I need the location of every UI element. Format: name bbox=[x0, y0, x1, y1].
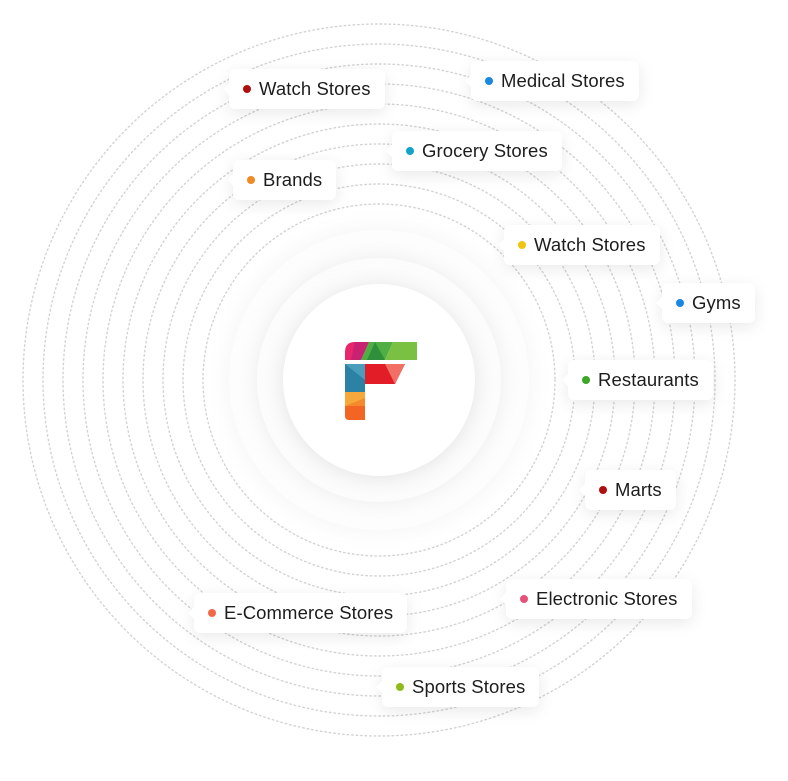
status-dot-icon bbox=[582, 376, 590, 384]
logo-piece bbox=[345, 406, 365, 420]
logo-piece bbox=[345, 398, 365, 406]
store-tag-label: Grocery Stores bbox=[422, 140, 548, 161]
store-tag: Medical Stores bbox=[465, 61, 639, 101]
status-dot-icon bbox=[518, 241, 526, 249]
store-tag: Restaurants bbox=[562, 360, 713, 400]
store-tag-label: E-Commerce Stores bbox=[224, 602, 394, 623]
store-tag-label: Brands bbox=[263, 169, 323, 190]
store-tag: E-Commerce Stores bbox=[187, 593, 408, 633]
brand-logo-icon bbox=[345, 342, 417, 420]
status-dot-icon bbox=[243, 85, 251, 93]
store-tag-label: Sports Stores bbox=[412, 676, 526, 697]
store-tag: Watch Stores bbox=[223, 69, 385, 109]
status-dot-icon bbox=[208, 609, 216, 617]
orbit-ring bbox=[22, 23, 736, 737]
store-tag: Gyms bbox=[656, 283, 755, 323]
store-tag-label: Watch Stores bbox=[259, 78, 371, 99]
logo-piece bbox=[345, 364, 365, 380]
logo-piece bbox=[385, 364, 405, 384]
status-dot-icon bbox=[247, 176, 255, 184]
store-tag: Grocery Stores bbox=[386, 131, 562, 171]
store-tag: Sports Stores bbox=[375, 667, 540, 707]
store-tag-label: Gyms bbox=[692, 292, 741, 313]
store-tag: Electronic Stores bbox=[500, 579, 692, 619]
store-tag-label: Watch Stores bbox=[534, 234, 646, 255]
store-tag: Watch Stores bbox=[498, 225, 660, 265]
status-dot-icon bbox=[520, 595, 528, 603]
status-dot-icon bbox=[406, 147, 414, 155]
status-dot-icon bbox=[676, 299, 684, 307]
store-tag: Brands bbox=[226, 160, 337, 200]
store-tag-label: Marts bbox=[615, 479, 662, 500]
store-tag: Marts bbox=[579, 470, 676, 510]
orbit-ring bbox=[42, 43, 716, 717]
store-tag-label: Medical Stores bbox=[501, 70, 625, 91]
status-dot-icon bbox=[599, 486, 607, 494]
status-dot-icon bbox=[485, 77, 493, 85]
store-tag-label: Electronic Stores bbox=[536, 588, 678, 609]
logo-piece bbox=[351, 342, 369, 360]
status-dot-icon bbox=[396, 683, 404, 691]
store-tag-label: Restaurants bbox=[598, 369, 699, 390]
logo-piece bbox=[367, 342, 385, 360]
logo-piece bbox=[385, 342, 417, 360]
orbit-ring bbox=[202, 203, 556, 557]
